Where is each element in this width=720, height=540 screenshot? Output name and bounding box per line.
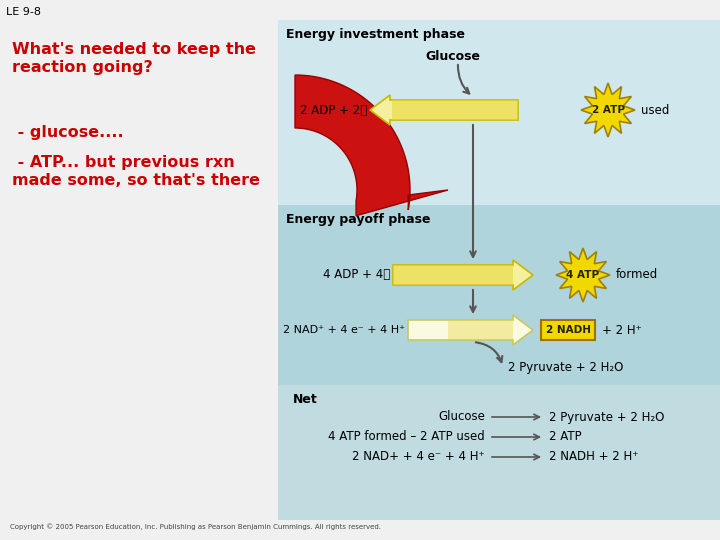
- Text: - ATP... but previous rxn
made some, so that's there: - ATP... but previous rxn made some, so …: [12, 155, 260, 188]
- Text: LE 9-8: LE 9-8: [6, 7, 41, 17]
- Text: 2 ATP: 2 ATP: [549, 430, 582, 443]
- Polygon shape: [393, 265, 513, 285]
- Text: formed: formed: [616, 268, 658, 281]
- Bar: [278, 385, 720, 520]
- FancyBboxPatch shape: [541, 320, 595, 340]
- Text: Glucose: Glucose: [438, 410, 485, 423]
- Polygon shape: [393, 260, 533, 290]
- Text: 2 Pyruvate + 2 H₂O: 2 Pyruvate + 2 H₂O: [549, 410, 665, 423]
- Text: Energy investment phase: Energy investment phase: [286, 28, 465, 41]
- Text: - glucose....: - glucose....: [12, 125, 124, 140]
- Bar: [278, 20, 720, 205]
- Text: 2 NAD⁺ + 4 e⁻ + 4 H⁺: 2 NAD⁺ + 4 e⁻ + 4 H⁺: [283, 325, 405, 335]
- Polygon shape: [392, 100, 518, 120]
- Text: 2 NADH: 2 NADH: [546, 325, 590, 335]
- Text: 2 ATP: 2 ATP: [592, 105, 624, 115]
- Polygon shape: [448, 320, 513, 340]
- Polygon shape: [581, 83, 635, 137]
- Text: Energy payoff phase: Energy payoff phase: [286, 213, 431, 226]
- Text: 4 ADP + 4Ⓟ: 4 ADP + 4Ⓟ: [323, 268, 390, 281]
- Polygon shape: [408, 315, 533, 345]
- Text: What's needed to keep the
reaction going?: What's needed to keep the reaction going…: [12, 42, 256, 75]
- Text: 2 Pyruvate + 2 H₂O: 2 Pyruvate + 2 H₂O: [508, 361, 624, 374]
- Text: 4 ATP: 4 ATP: [567, 270, 600, 280]
- Text: 2 NADH + 2 H⁺: 2 NADH + 2 H⁺: [549, 450, 639, 463]
- Text: + 2 H⁺: + 2 H⁺: [602, 323, 642, 336]
- Text: Glucose: Glucose: [426, 50, 480, 63]
- Text: Net: Net: [293, 393, 318, 406]
- Polygon shape: [370, 95, 518, 125]
- Text: 2 NAD+ + 4 e⁻ + 4 H⁺: 2 NAD+ + 4 e⁻ + 4 H⁺: [352, 450, 485, 463]
- Text: Copyright © 2005 Pearson Education, Inc. Publishing as Pearson Benjamin Cummings: Copyright © 2005 Pearson Education, Inc.…: [10, 523, 381, 530]
- Polygon shape: [556, 248, 610, 302]
- Text: 4 ATP formed – 2 ATP used: 4 ATP formed – 2 ATP used: [328, 430, 485, 443]
- Text: used: used: [641, 104, 670, 117]
- Polygon shape: [295, 75, 448, 216]
- Bar: [278, 205, 720, 385]
- Text: 2 ADP + 2Ⓟ: 2 ADP + 2Ⓟ: [300, 104, 367, 117]
